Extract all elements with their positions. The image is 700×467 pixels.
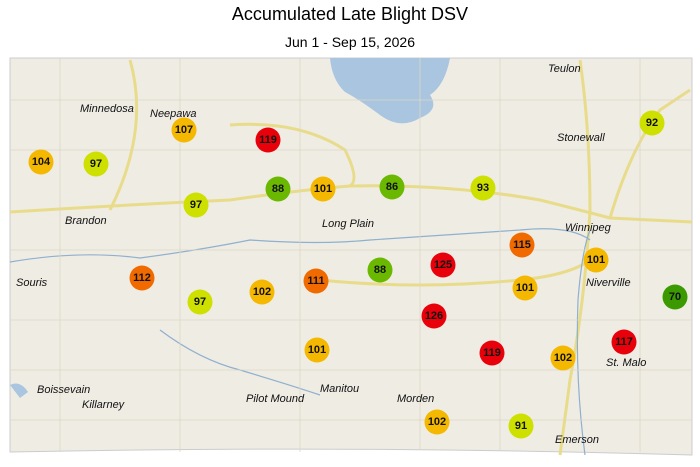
station-value: 125 [434,259,452,271]
station-marker [424,409,450,435]
station-value: 86 [386,181,398,193]
station-value: 101 [516,282,534,294]
station-value: 101 [308,344,326,356]
title: Accumulated Late Blight DSV [232,4,468,24]
place-label: Stonewall [557,132,605,144]
station-marker [83,151,109,177]
station-marker [367,257,393,283]
place-label: Boissevain [37,384,90,396]
place-label: Neepawa [150,108,196,120]
station-value: 88 [374,264,386,276]
station-value: 93 [477,182,489,194]
station-value: 107 [175,124,193,136]
place-label: St. Malo [606,357,646,369]
station-marker [639,110,665,136]
station-marker [611,329,637,355]
station-marker [183,192,209,218]
station-marker [508,413,534,439]
station-value: 97 [194,296,206,308]
station-marker [583,247,609,273]
station-marker [255,127,281,153]
station-marker [550,345,576,371]
station-value: 126 [425,310,443,322]
place-label: Niverville [586,277,631,289]
station-value: 117 [615,336,633,348]
station-value: 104 [32,156,51,168]
station-value: 97 [190,199,202,211]
place-label: Souris [16,277,48,289]
station-marker [249,279,275,305]
land [9,57,693,456]
station-marker [187,289,213,315]
station-marker [171,117,197,143]
station-marker [303,268,329,294]
station-marker [512,275,538,301]
station-value: 111 [307,275,324,287]
station-value: 119 [483,347,501,359]
station-value: 112 [133,272,151,284]
station-value: 102 [428,416,446,428]
place-label: Pilot Mound [246,393,305,405]
station-marker [310,176,336,202]
place-label: Killarney [82,399,126,411]
station-marker [421,303,447,329]
place-label: Winnipeg [565,222,612,234]
place-labels: Teulon Minnedosa Neepawa Stonewall Winnipeg B… [16,63,646,446]
place-label: Brandon [65,215,107,227]
stations: 104 97 107 119 88 101 86 93 92 97 115 101 125 88 112 97… [28,110,688,439]
station-marker [662,284,688,310]
station-marker [304,337,330,363]
place-label: Minnedosa [80,103,134,115]
place-label: Long Plain [322,218,374,230]
station-value: 102 [554,352,572,364]
place-label: Morden [397,393,434,405]
station-value: 119 [259,134,277,146]
station-marker [470,175,496,201]
station-value: 92 [646,117,658,129]
station-value: 70 [669,291,681,303]
place-label: Teulon [548,63,581,75]
place-label: Emerson [555,434,599,446]
station-value: 102 [253,286,271,298]
place-label: Manitou [320,383,359,395]
station-value: 97 [90,158,102,170]
station-marker [129,265,155,291]
grid-roads [10,58,692,452]
station-marker [379,174,405,200]
station-value: 91 [515,420,527,432]
station-value: 101 [314,183,332,195]
station-marker [265,176,291,202]
station-marker [430,252,456,278]
station-marker [28,149,54,175]
base-map [9,57,693,456]
station-value: 115 [513,239,531,251]
subtitle: Jun 1 - Sep 15, 2026 [285,34,415,50]
station-value: 101 [587,254,605,266]
station-marker [479,340,505,366]
station-value: 88 [272,183,284,195]
lake [10,383,28,398]
station-marker [509,232,535,258]
